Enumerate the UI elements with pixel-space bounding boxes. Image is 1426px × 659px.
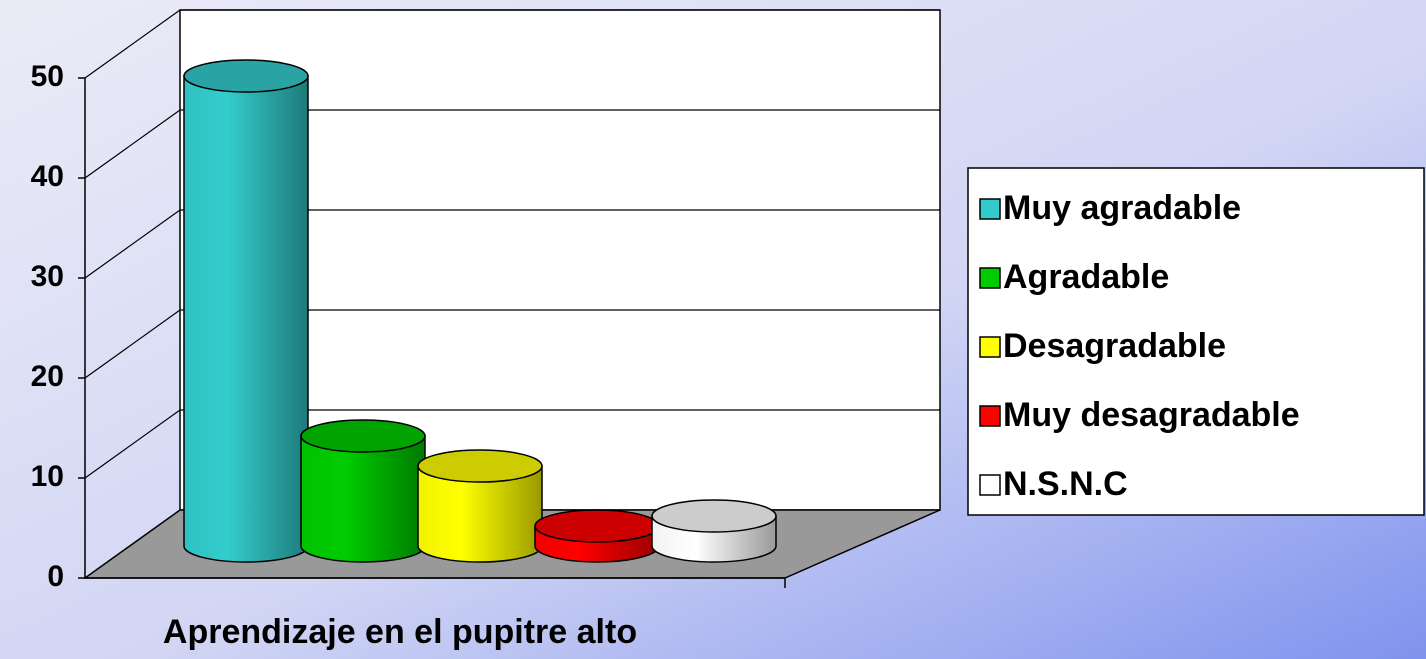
y-tick-label: 50 xyxy=(31,60,64,93)
legend-label: Muy desagradable xyxy=(1003,396,1300,434)
cylinder-top xyxy=(183,59,309,93)
legend-swatch xyxy=(979,405,1001,427)
legend-swatch xyxy=(979,336,1001,358)
grid-line xyxy=(84,9,181,79)
legend-swatch xyxy=(979,474,1001,496)
cylinder-top xyxy=(300,419,426,453)
cylinder-top xyxy=(417,449,543,483)
y-tick-label: 0 xyxy=(47,560,64,593)
cylinder-top xyxy=(651,499,777,533)
legend-label: Muy agradable xyxy=(1003,189,1241,227)
legend-label: N.S.N.C xyxy=(1003,465,1128,503)
y-tick-label: 10 xyxy=(31,460,64,493)
cylinder xyxy=(300,435,426,563)
y-tick-label: 40 xyxy=(31,160,64,193)
grid-line xyxy=(84,309,181,379)
legend-label: Agradable xyxy=(1003,258,1169,296)
legend-label: Desagradable xyxy=(1003,327,1226,365)
grid-line xyxy=(84,109,181,179)
y-tick-label: 30 xyxy=(31,260,64,293)
cylinder xyxy=(183,75,309,563)
grid-line xyxy=(84,409,181,479)
y-tick-label: 20 xyxy=(31,360,64,393)
legend-swatch xyxy=(979,267,1001,289)
legend-box xyxy=(967,167,1425,516)
legend-swatch xyxy=(979,198,1001,220)
cylinder-top xyxy=(534,509,660,543)
grid-line xyxy=(84,209,181,279)
x-axis-label: Aprendizaje en el pupitre alto xyxy=(163,613,637,651)
